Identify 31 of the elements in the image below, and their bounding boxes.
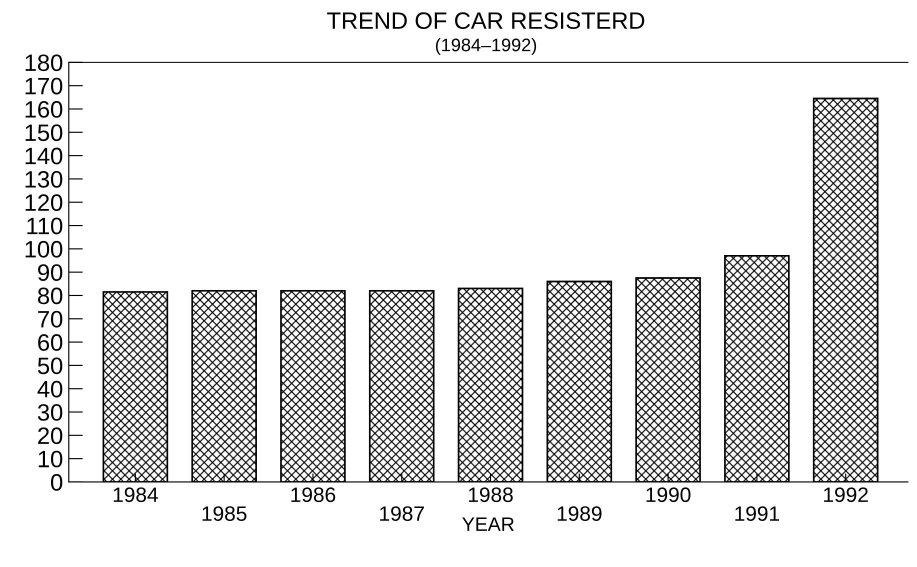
x-tick-label: 1985 xyxy=(202,506,246,521)
y-tick-label: 0 xyxy=(51,474,62,491)
y-tick-label: 40 xyxy=(38,380,62,398)
y-tick-label: 50 xyxy=(38,357,62,374)
chart-subtitle: (1984–1992) xyxy=(436,38,536,55)
y-tick-label: 160 xyxy=(26,101,62,118)
x-tick-label: 1987 xyxy=(380,506,424,521)
y-tick-label: 150 xyxy=(26,124,62,142)
y-tick-label: 180 xyxy=(26,54,62,72)
x-tick-label: 1992 xyxy=(824,487,868,502)
y-tick-label: 70 xyxy=(38,310,62,328)
y-tick-label: 100 xyxy=(26,240,62,258)
y-tick-label: 10 xyxy=(38,450,62,468)
x-axis-title: YEAR xyxy=(462,517,514,531)
x-tick-label: 1986 xyxy=(291,487,336,502)
x-tick-label: 1991 xyxy=(735,506,780,521)
y-tick-label: 130 xyxy=(26,170,62,188)
y-tick-label: 20 xyxy=(38,427,62,444)
chart-title: TREND OF CAR RESISTERD xyxy=(327,12,644,30)
y-tick-label: 90 xyxy=(38,264,62,281)
y-tick-label: 110 xyxy=(27,218,62,234)
y-tick-label: 140 xyxy=(26,148,62,164)
x-tick-label: 1989 xyxy=(558,506,602,521)
y-tick-label: 120 xyxy=(26,194,62,212)
y-tick-label: 170 xyxy=(26,78,62,94)
y-tick-label: 30 xyxy=(38,404,62,421)
x-tick-label: 1988 xyxy=(468,487,513,502)
x-tick-label: 1990 xyxy=(646,487,690,502)
y-tick-label: 60 xyxy=(38,334,62,351)
x-tick-label: 1984 xyxy=(114,487,158,502)
y-tick-label: 80 xyxy=(38,288,62,304)
